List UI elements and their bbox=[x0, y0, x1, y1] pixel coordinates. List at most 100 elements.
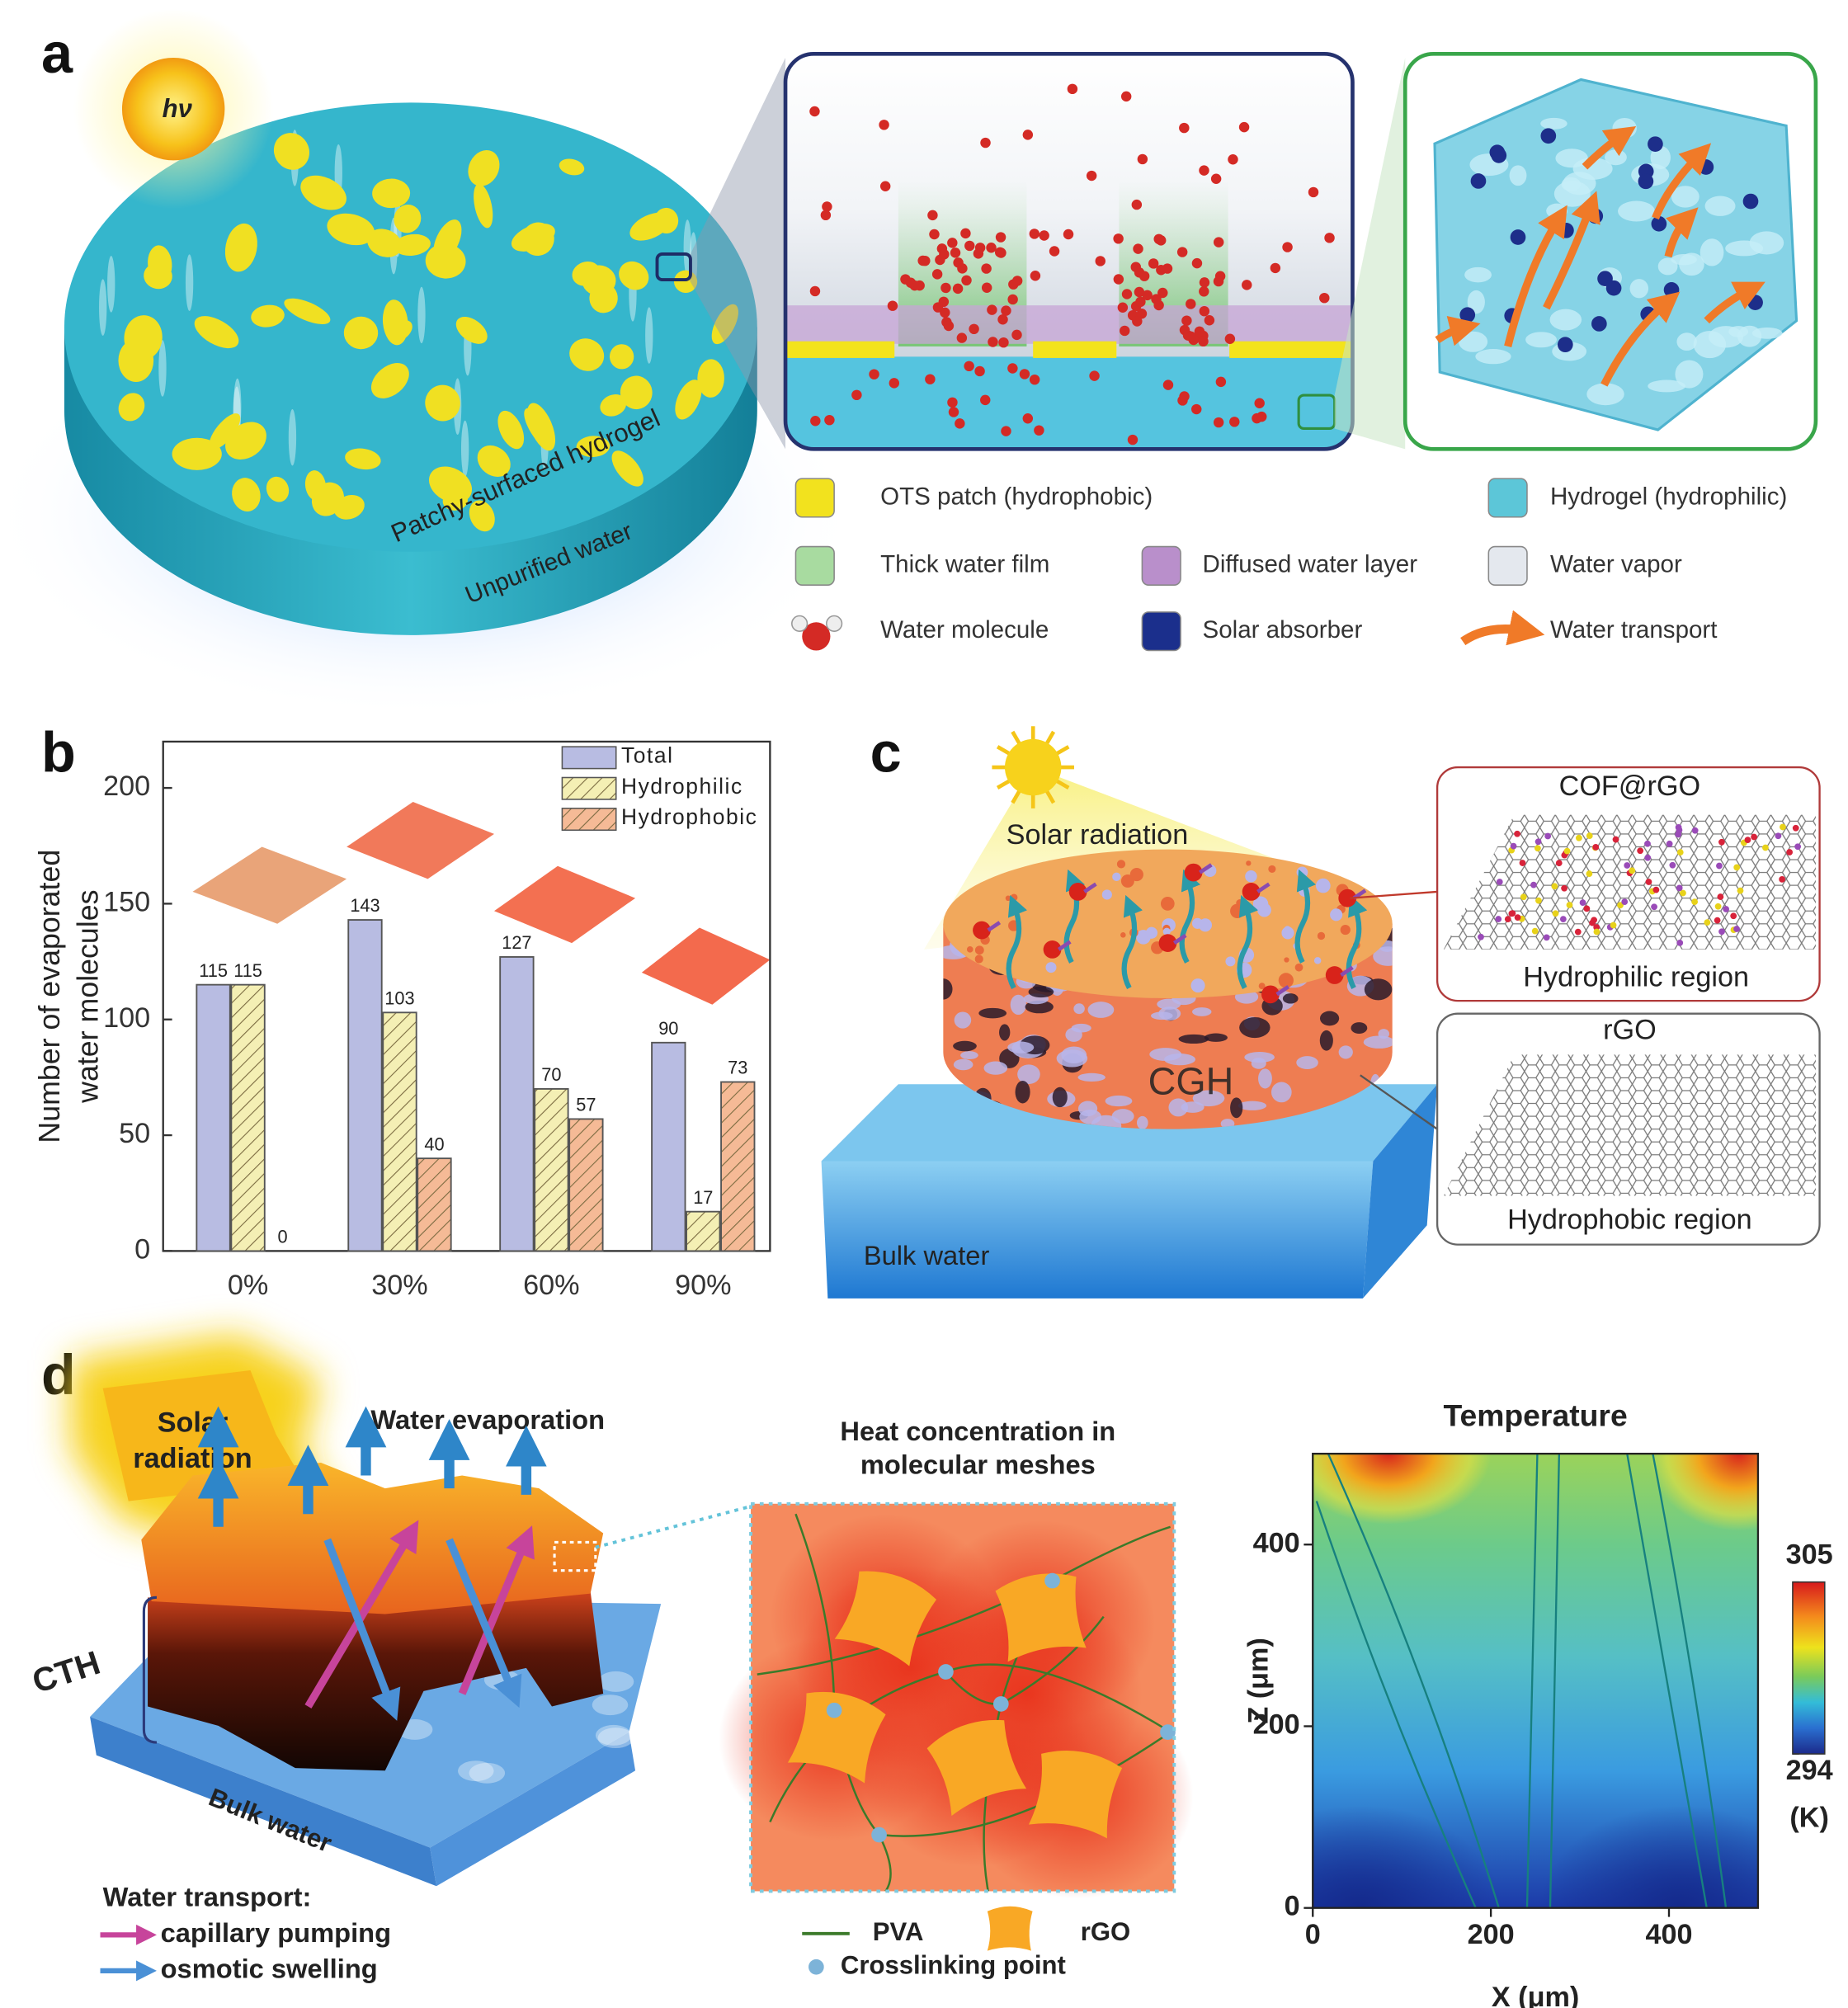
water-molecule bbox=[1179, 391, 1190, 402]
streak bbox=[99, 279, 107, 336]
pore bbox=[1605, 149, 1627, 166]
sun bbox=[1004, 738, 1062, 796]
pore bbox=[1296, 1056, 1318, 1069]
streak bbox=[107, 256, 116, 313]
water-molecule bbox=[1194, 326, 1205, 337]
legend-icon bbox=[1487, 478, 1528, 518]
pore bbox=[1028, 986, 1054, 998]
cof-node bbox=[1680, 889, 1686, 897]
interface-zoom bbox=[785, 54, 1353, 450]
cof-node bbox=[1579, 899, 1586, 906]
pore bbox=[1010, 893, 1018, 902]
vapor-arrow bbox=[1121, 894, 1143, 990]
water-transport-arrow bbox=[1582, 125, 1637, 170]
value-label: 70 bbox=[541, 1064, 561, 1085]
cof-node bbox=[1610, 922, 1617, 929]
bulk-water-side bbox=[1362, 1084, 1438, 1299]
panel-label: b bbox=[41, 721, 76, 785]
water-molecule bbox=[1224, 333, 1236, 344]
water-molecule bbox=[1131, 199, 1143, 210]
cof-node bbox=[1723, 906, 1730, 912]
x-tick-label: 90% bbox=[675, 1270, 731, 1301]
sample-inset bbox=[641, 927, 771, 1005]
ots-patch bbox=[697, 359, 724, 398]
ots-patch bbox=[327, 213, 375, 246]
water-molecule bbox=[879, 120, 889, 130]
value-label: 115 bbox=[233, 960, 262, 981]
cof-node bbox=[1733, 864, 1741, 871]
water-molecule bbox=[943, 320, 955, 332]
water-molecule bbox=[1029, 374, 1040, 385]
crosslink-point bbox=[938, 1664, 954, 1680]
ots-strip bbox=[1229, 341, 1353, 358]
hot-spot bbox=[1648, 1454, 1758, 1531]
ots-patch bbox=[711, 304, 738, 345]
pore bbox=[1239, 1016, 1270, 1039]
water-molecule bbox=[981, 282, 992, 293]
ots-patch bbox=[144, 262, 172, 290]
water-molecule bbox=[1043, 940, 1062, 959]
ots-patch bbox=[209, 413, 241, 450]
pore bbox=[1112, 872, 1121, 882]
bar bbox=[499, 956, 535, 1252]
pore bbox=[1244, 1052, 1275, 1063]
cof-node bbox=[1514, 914, 1521, 922]
water-molecule bbox=[1238, 121, 1250, 133]
transport-arrow bbox=[458, 1525, 535, 1695]
cof-node bbox=[1718, 838, 1725, 846]
bond bbox=[1199, 863, 1213, 874]
ots-patch bbox=[194, 316, 239, 349]
water-molecule bbox=[1213, 417, 1224, 428]
pore bbox=[1111, 1109, 1134, 1124]
legend-label: rGO bbox=[1081, 1917, 1130, 1946]
cof-node bbox=[1652, 886, 1660, 893]
pore bbox=[1546, 203, 1568, 219]
pore bbox=[966, 946, 974, 953]
zoom-marker bbox=[655, 252, 692, 281]
ots-patch bbox=[333, 495, 365, 520]
water-molecule bbox=[925, 374, 936, 384]
ots-patch bbox=[251, 304, 285, 328]
water-molecule bbox=[964, 361, 974, 372]
cof-node bbox=[1566, 902, 1573, 908]
water-molecule bbox=[961, 275, 972, 286]
solar-absorber bbox=[1591, 316, 1607, 332]
water-molecule bbox=[1179, 122, 1190, 134]
water-molecule bbox=[1030, 271, 1041, 281]
ots-patch bbox=[343, 316, 379, 350]
water-molecule bbox=[1132, 316, 1143, 327]
legend-icon bbox=[1460, 610, 1545, 646]
cof-node bbox=[1744, 837, 1751, 843]
streamline bbox=[1525, 1454, 1539, 1908]
legend-label: Hydrophilic bbox=[621, 774, 743, 799]
bond bbox=[1275, 985, 1289, 997]
cof-node bbox=[1612, 836, 1619, 843]
rgo-sheet bbox=[1028, 1751, 1123, 1839]
pore bbox=[1190, 978, 1205, 993]
water-molecule bbox=[1210, 173, 1222, 184]
pore bbox=[1317, 931, 1326, 940]
pore bbox=[1315, 878, 1331, 893]
pore bbox=[1158, 1006, 1181, 1020]
streamline bbox=[1652, 1454, 1728, 1908]
ots-patch bbox=[569, 338, 605, 371]
cof-node bbox=[1645, 879, 1652, 885]
pore bbox=[1278, 973, 1294, 988]
cof-node bbox=[1762, 844, 1769, 851]
x-tick-label: 200 bbox=[1468, 1919, 1515, 1950]
legend-label: Total bbox=[621, 743, 674, 768]
plot-frame bbox=[1312, 1452, 1760, 1909]
water-transport-arrow bbox=[1504, 205, 1568, 348]
water-transport-arrow bbox=[1652, 143, 1712, 220]
cof-node bbox=[1629, 867, 1636, 874]
colorbar-label: 294 bbox=[1786, 1755, 1833, 1786]
panel-label: a bbox=[41, 21, 73, 85]
value-label: 115 bbox=[199, 960, 228, 981]
value-label: 103 bbox=[384, 988, 414, 1009]
bulk-water-side bbox=[430, 1732, 636, 1887]
pore bbox=[1671, 254, 1697, 266]
water-highlight bbox=[597, 1671, 634, 1692]
water-molecule bbox=[948, 407, 959, 417]
legend-swatch bbox=[561, 746, 617, 770]
cof-node bbox=[1593, 928, 1600, 936]
